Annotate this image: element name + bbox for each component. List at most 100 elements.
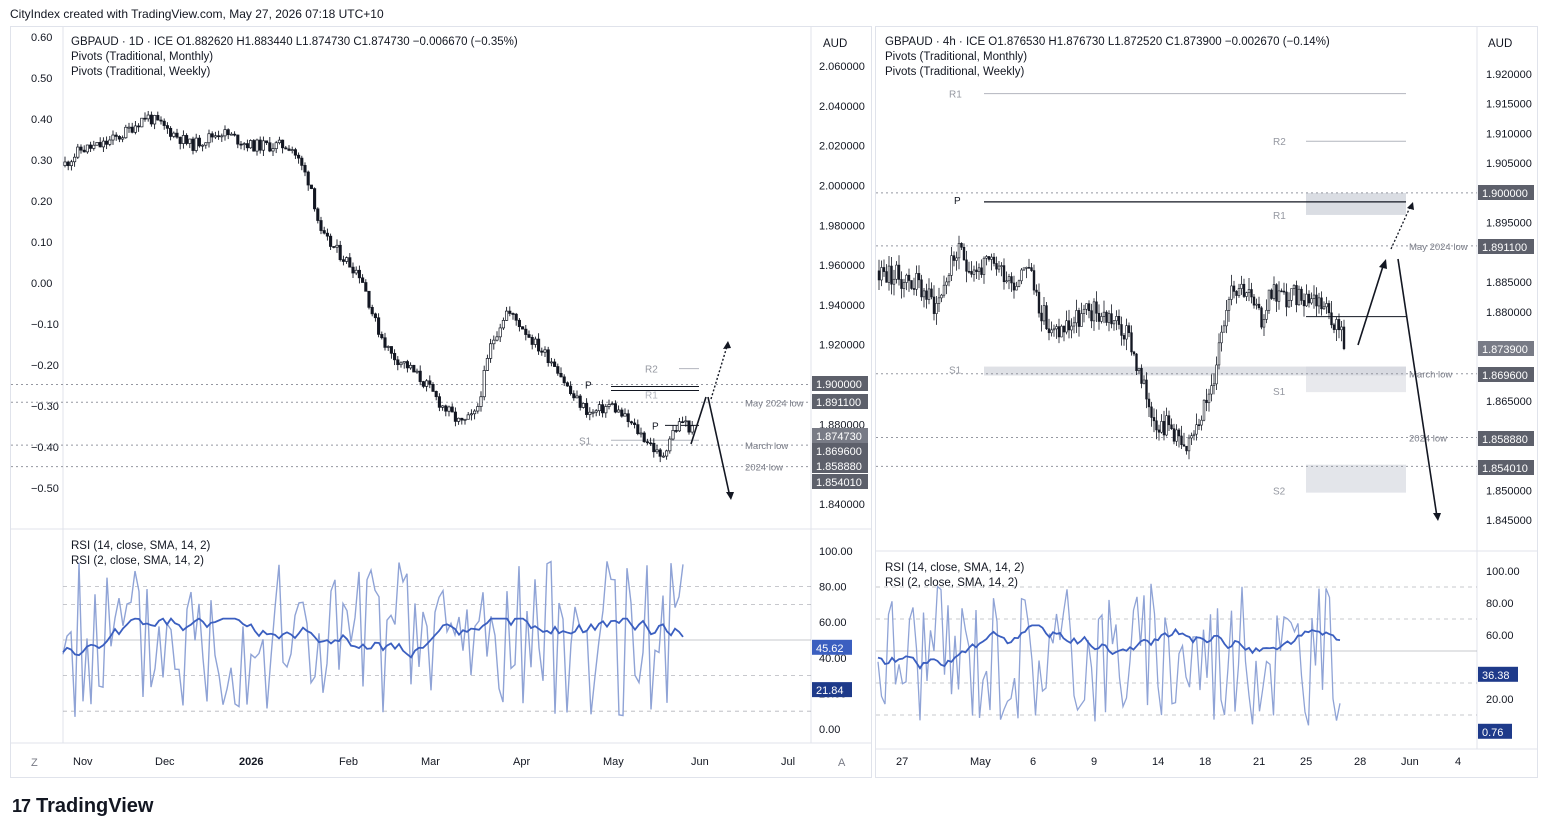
right-zone-r1 <box>1306 192 1406 215</box>
left-currency: AUD <box>823 38 848 50</box>
left-candle-body <box>511 313 515 315</box>
right-candle-body <box>1227 299 1231 311</box>
left-candle-body <box>85 144 89 153</box>
left-candle-body <box>220 135 224 138</box>
right-candle-body <box>1070 325 1073 331</box>
left-x-tick: Jul <box>781 756 795 768</box>
left-corner-a[interactable]: A <box>838 757 846 769</box>
right-candle-body <box>970 271 973 275</box>
left-candle-body <box>399 362 403 366</box>
right-candle-body <box>1270 289 1273 299</box>
right-candle-body <box>980 267 983 275</box>
left-chart-pane[interactable]: 2.060000 2.040000 2.020000 2.000000 1.980000… <box>10 26 872 778</box>
left-rsi2-legend: RSI (2, close, SMA, 14, 2) <box>71 555 204 567</box>
right-dotted-arrow <box>1390 204 1412 250</box>
left-candle-body <box>687 420 691 433</box>
right-candle-body <box>1157 429 1161 433</box>
left-candle-body <box>434 391 438 398</box>
right-candle-body <box>1002 265 1006 283</box>
left-candle-body <box>690 425 694 433</box>
right-candle-body <box>925 290 928 300</box>
left-candle-body <box>204 142 208 146</box>
right-x-tick: May <box>970 756 991 768</box>
left-left-tick: 0.10 <box>31 237 52 249</box>
right-chart-pane[interactable]: 1.920000 1.915000 1.910000 1.905000 1.895000… <box>875 26 1538 778</box>
left-x-tick: Mar <box>421 756 440 768</box>
left-candle-body <box>425 380 429 387</box>
left-candle-body <box>149 114 153 125</box>
right-candle-body <box>1037 291 1041 314</box>
left-candle-body <box>162 120 166 126</box>
right-candle-body <box>1262 319 1266 328</box>
right-candle-body <box>1017 280 1021 287</box>
left-candle-body <box>421 381 425 387</box>
left-candle-body <box>127 126 131 129</box>
left-corner-z[interactable]: Z <box>31 757 38 769</box>
left-candle-body <box>153 115 157 125</box>
left-candle-body <box>354 269 358 274</box>
left-candle-body <box>671 430 675 440</box>
right-level-label: 2024 low <box>1409 433 1447 444</box>
left-down-arrow <box>707 396 731 498</box>
right-price-tick: 1.895000 <box>1486 218 1532 230</box>
right-legend: GBPAUD · 4h · ICE O1.876530 H1.876730 L1… <box>885 36 1330 78</box>
right-rsi14-line <box>877 624 1341 670</box>
left-candle-body <box>597 404 601 412</box>
left-price-tick: 1.840000 <box>819 499 865 511</box>
right-candle-body <box>1265 309 1268 320</box>
left-candle-body <box>69 161 73 167</box>
right-candle-body <box>1282 290 1286 293</box>
left-candle-body <box>537 338 541 352</box>
left-candle-body <box>338 244 342 261</box>
left-candle-body <box>172 132 176 137</box>
left-price-label: 1.854010 <box>816 477 862 489</box>
right-candle-body <box>1327 303 1331 314</box>
chart-header: CityIndex created with TradingView.com, … <box>10 7 384 21</box>
right-candle-body <box>1177 429 1181 437</box>
left-candle-body <box>194 137 198 151</box>
right-candle-body <box>1097 312 1101 322</box>
right-pivot-label: S1 <box>949 366 962 377</box>
right-candle-body <box>1027 267 1031 269</box>
left-price-label-bg <box>812 428 868 443</box>
right-candle-body <box>1110 313 1113 325</box>
right-candle-body <box>1277 290 1281 302</box>
right-candle-body <box>892 278 896 285</box>
right-pivot-label: R2 <box>1273 137 1286 148</box>
left-price-tick: 1.940000 <box>819 300 865 312</box>
left-candle-body <box>514 313 518 321</box>
left-candle-body <box>306 171 310 186</box>
left-candle-body <box>268 142 272 152</box>
right-candle-body <box>910 280 913 289</box>
left-candle-body <box>245 143 249 149</box>
left-candle-body <box>316 208 320 221</box>
left-candle-body <box>626 413 630 423</box>
left-candle-body <box>565 382 569 387</box>
right-candle-body <box>877 270 881 281</box>
left-candle-body <box>492 339 496 345</box>
left-candle-body <box>658 449 662 457</box>
left-candle-body <box>133 125 137 133</box>
left-candle-body <box>364 282 368 292</box>
left-candle-body <box>82 149 86 153</box>
right-candle-body <box>1342 326 1346 349</box>
right-zone-s2 <box>1306 464 1406 493</box>
left-candle-body <box>613 403 617 413</box>
left-candle-body <box>124 126 128 139</box>
right-candle-body <box>1230 285 1233 300</box>
right-rsi-tick: 80.00 <box>1486 598 1514 610</box>
right-candle-body <box>1130 332 1133 353</box>
right-candle-body <box>1047 328 1051 334</box>
right-chart-svg[interactable]: 1.920000 1.915000 1.910000 1.905000 1.895000… <box>876 27 1537 777</box>
right-candle-body <box>1337 319 1341 331</box>
left-chart-svg[interactable]: 2.060000 2.040000 2.020000 2.000000 1.980000… <box>11 27 871 777</box>
right-candle-body <box>1210 385 1213 395</box>
left-candle-body <box>188 138 192 144</box>
right-candle-body <box>1102 311 1106 317</box>
right-candle-body <box>1242 283 1246 297</box>
left-down-arrowhead <box>726 492 734 500</box>
right-candle-body <box>890 265 893 285</box>
right-down-arrow <box>1397 258 1438 518</box>
left-candle-body <box>684 420 688 423</box>
tradingview-brand[interactable]: 17 TradingView <box>12 795 153 818</box>
